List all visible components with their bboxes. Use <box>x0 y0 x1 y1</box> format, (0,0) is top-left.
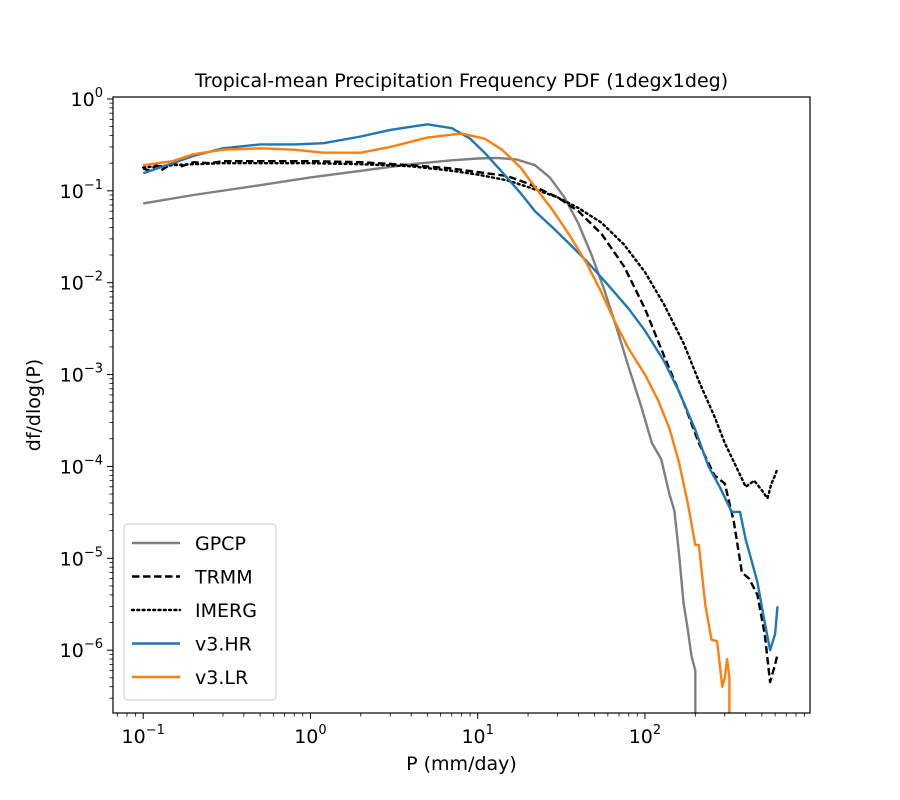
y-axis: 100 10−1 10−2 10−3 10−4 10−5 10−6 <box>60 86 113 699</box>
x-axis-label: P (mm/day) <box>406 753 517 775</box>
x-tick-label: 100 <box>294 723 326 748</box>
y-tick-label: 100 <box>71 86 103 111</box>
series-group <box>141 123 779 713</box>
chart-title: Tropical-mean Precipitation Frequency PD… <box>194 70 728 92</box>
legend-item: v3.HR <box>132 634 252 656</box>
series-line-trmm <box>142 159 779 684</box>
y-tick-label: 10−2 <box>60 270 103 295</box>
x-tick-label: 102 <box>629 723 661 748</box>
series-line-imerg <box>141 161 779 500</box>
y-tick-label: 10−3 <box>60 362 103 387</box>
legend-box <box>123 523 277 701</box>
series-line-v3-lr <box>143 132 731 713</box>
y-tick-label: 10−4 <box>60 453 103 478</box>
x-axis: 10−1 100 101 102 <box>116 713 805 748</box>
legend: GPCP TRMM IMERG v3.HR v3.LR <box>123 523 277 701</box>
legend-item: v3.LR <box>132 667 248 689</box>
y-axis-label: df/dlog(P) <box>23 359 45 451</box>
legend-item: GPCP <box>132 533 246 555</box>
legend-label: IMERG <box>195 600 257 622</box>
y-tick-label: 10−6 <box>60 637 103 662</box>
series-line-v3-hr <box>142 123 779 652</box>
x-tick-label: 10−1 <box>122 723 165 748</box>
x-tick-label: 101 <box>461 723 493 748</box>
y-tick-label: 10−1 <box>60 178 103 203</box>
legend-label: TRMM <box>194 567 253 589</box>
legend-label: GPCP <box>195 533 246 555</box>
legend-item: IMERG <box>130 600 257 622</box>
legend-label: v3.LR <box>195 667 248 689</box>
y-tick-label: 10−5 <box>60 545 103 570</box>
legend-item: TRMM <box>132 567 253 589</box>
legend-label: v3.HR <box>195 634 252 656</box>
